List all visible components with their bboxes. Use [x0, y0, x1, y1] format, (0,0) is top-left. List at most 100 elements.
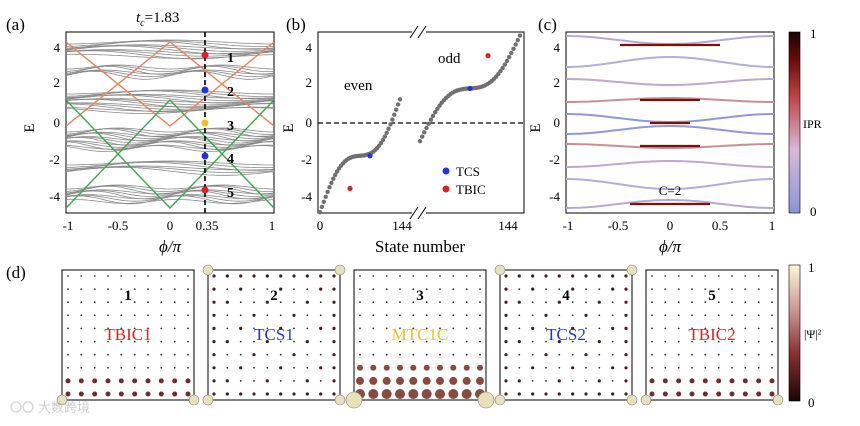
panel-b-states — [317, 33, 523, 215]
lattice-site — [67, 288, 69, 290]
ipr-band-line — [566, 56, 774, 68]
lattice-site — [412, 340, 415, 343]
lattice-site — [266, 366, 269, 369]
state-point — [504, 58, 510, 64]
panel-b-ylabel: E — [281, 123, 297, 132]
lattice-site — [757, 353, 760, 356]
panel-d: (d) 1 TBIC1 2 TCS1 3 MTC1C 4 TCS2 5 TBIC2 1 0 |Ψ|… — [6, 260, 822, 410]
state-point — [511, 46, 516, 51]
bulk-band-line — [66, 190, 274, 197]
lattice-site — [93, 340, 96, 343]
lattice-site — [396, 376, 404, 385]
state-dot-1 — [201, 51, 209, 59]
lattice-site — [584, 313, 588, 317]
lattice-site — [704, 275, 707, 277]
lattice-site — [597, 274, 601, 278]
lattice-site — [187, 288, 189, 290]
lattice-site — [624, 353, 628, 357]
state-point — [386, 126, 391, 131]
lattice-site — [173, 366, 176, 369]
lattice-site — [704, 327, 707, 330]
lattice-site — [332, 287, 336, 291]
state-point — [433, 110, 438, 115]
panel-b-yticks: 4 2 0 -2 -4 — [301, 40, 312, 204]
lattice-site — [173, 288, 176, 290]
lattice-site — [185, 391, 191, 397]
lattice-site — [239, 392, 243, 396]
lattice-site — [436, 376, 444, 385]
lattice-site — [677, 327, 680, 330]
ytick: 2 — [54, 75, 61, 90]
psi-colorbar-max: 1 — [808, 260, 815, 275]
lattice-site — [611, 380, 614, 382]
lattice-site — [518, 314, 521, 317]
lattice-site — [557, 392, 561, 396]
lattice-site — [293, 340, 295, 343]
bulk-band-line — [66, 102, 274, 108]
state-point — [323, 194, 328, 199]
lattice-site — [319, 392, 323, 396]
lattice-site — [412, 353, 415, 356]
xtick: 1 — [769, 218, 776, 233]
lattice-site — [160, 327, 163, 330]
label-odd: odd — [438, 51, 461, 67]
lattice-site — [717, 353, 720, 356]
panel-a-axes — [65, 31, 275, 214]
lattice-site — [531, 326, 535, 330]
lattice-site — [624, 326, 628, 330]
state-label-1: 1 — [227, 51, 234, 66]
lattice-site — [107, 327, 109, 330]
lattice-site — [187, 314, 189, 317]
lattice-site — [463, 364, 470, 371]
lattice-site — [92, 378, 98, 384]
lattice-site — [704, 340, 707, 343]
panel-a-xlabel: ϕ/π — [159, 237, 182, 256]
lattice-site — [147, 327, 149, 330]
lattice-site — [452, 314, 455, 317]
lattice-site — [385, 288, 388, 290]
lattice-site — [598, 314, 601, 317]
lattice-site — [145, 378, 151, 384]
lattice-site — [571, 392, 575, 396]
lattice-site — [624, 340, 628, 344]
lattice-site — [173, 327, 176, 330]
corner-state — [345, 391, 363, 409]
lattice-site — [691, 366, 693, 369]
box-number: 2 — [270, 288, 278, 304]
lattice-site — [731, 353, 733, 356]
lattice-site — [584, 392, 588, 396]
box-name: TBIC1 — [104, 325, 151, 344]
lattice-site — [239, 314, 242, 317]
lattice-site — [279, 274, 283, 278]
lattice-site — [504, 379, 508, 383]
lattice-site — [479, 327, 481, 330]
lattice-site — [412, 288, 415, 290]
panel-c-yticks: 4 2 0 -2 -4 — [549, 40, 560, 204]
lattice-site — [412, 301, 415, 304]
lattice-site — [691, 353, 693, 356]
state-label-3: 3 — [227, 119, 234, 134]
lattice-site — [689, 378, 695, 384]
state-point — [394, 107, 399, 112]
lattice-site — [332, 353, 336, 357]
lattice-site — [67, 340, 69, 343]
lattice-site — [305, 392, 309, 396]
tcs-point — [367, 153, 373, 159]
lattice-site — [729, 391, 735, 397]
lattice-site — [67, 366, 69, 369]
lattice-site — [225, 274, 229, 278]
lattice-site — [479, 340, 481, 343]
state-point — [430, 113, 436, 119]
lattice-site — [147, 366, 149, 369]
ytick: 2 — [554, 75, 561, 90]
box-name: TCS2 — [546, 325, 586, 344]
lattice-site — [691, 327, 693, 330]
lattice-site — [357, 364, 363, 371]
panel-c-bands — [566, 35, 774, 209]
lattice-site — [105, 378, 111, 384]
lattice-site — [624, 366, 628, 370]
watermark-logo-icon — [10, 401, 22, 413]
lattice-site — [425, 340, 428, 343]
lattice-site — [292, 313, 296, 317]
lattice-site — [133, 353, 136, 356]
